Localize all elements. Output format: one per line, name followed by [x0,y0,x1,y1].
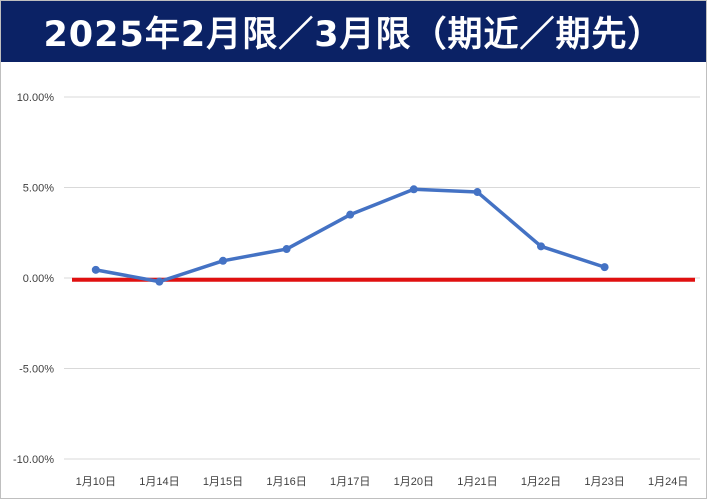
data-point [155,277,164,286]
x-tick-label: 1月17日 [330,476,370,488]
x-tick-label: 1月20日 [394,476,434,488]
data-point [91,265,100,274]
data-point [537,242,545,251]
data-point [473,188,482,197]
data-point [219,256,227,265]
title-bar: 2025年2月限／3月限（期近／期先） [1,1,706,62]
data-point [600,263,609,272]
series-line [94,187,607,284]
x-tick-label: 1月21日 [457,476,497,488]
x-tick-label: 1月16日 [266,476,306,488]
y-tick-label: 5.00% [23,183,54,195]
data-point [346,210,355,219]
x-tick-label: 1月22日 [521,476,561,488]
x-tick-label: 1月14日 [139,476,179,488]
data-point [282,245,291,254]
x-tick-label: 1月15日 [203,476,243,488]
x-tick-label: 1月23日 [584,476,624,488]
y-tick-label: -5.00% [19,364,54,376]
chart-title: 2025年2月限／3月限（期近／期先） [43,15,664,55]
x-tick-label: 1月10日 [76,476,116,488]
y-tick-label: 10.00% [17,92,55,104]
y-tick-label: -10.00% [13,454,54,466]
x-tick-label: 1月24日 [648,476,688,488]
y-tick-label: 0.00% [23,273,54,285]
data-point [409,185,418,194]
